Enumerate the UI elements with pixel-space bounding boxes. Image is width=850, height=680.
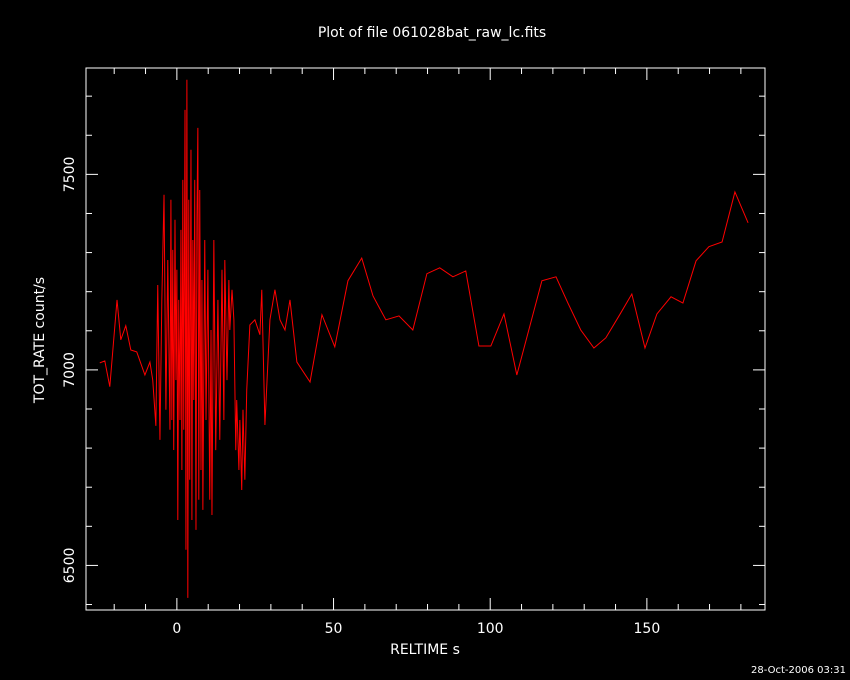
y-tick-label: 7500 (62, 157, 78, 193)
x-tick-label: 150 (634, 621, 661, 637)
footer: 28-Oct-2006 03:31 (751, 665, 846, 676)
x-axis-label: RELTIME s (390, 642, 460, 658)
x-tick-label: 0 (172, 621, 181, 637)
chart-title: Plot of file 061028bat_raw_lc.fits (318, 25, 546, 41)
plot-frame (85, 67, 766, 611)
y-tick-label: 7000 (62, 352, 78, 388)
data-line (99, 79, 749, 598)
x-tick-label: 100 (477, 621, 504, 637)
x-tick-label: 50 (325, 621, 343, 637)
y-tick-label: 6500 (62, 548, 78, 584)
y-axis-label: TOT_RATE count/s (32, 277, 48, 404)
